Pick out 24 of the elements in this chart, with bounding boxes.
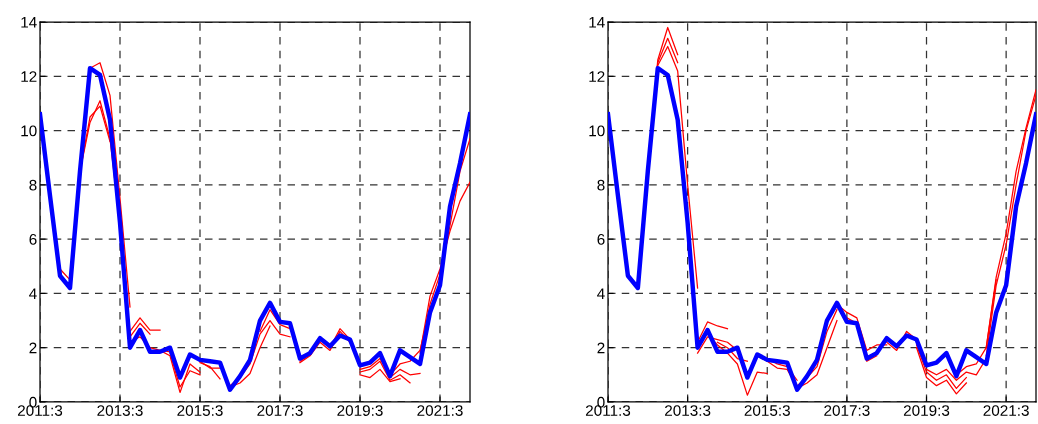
x-tick-label: 2013:3 <box>665 405 711 416</box>
x-tick-label: 2021:3 <box>417 405 463 416</box>
y-tick-label: 10 <box>589 125 605 137</box>
y-tick-label: 6 <box>29 234 37 245</box>
x-tick-label: 2015:3 <box>177 405 223 416</box>
x-tick-label: 2019:3 <box>903 405 950 416</box>
x-tick-label: 2021:3 <box>983 405 1029 416</box>
y-tick-label: 8 <box>29 179 37 191</box>
x-tick-label: 2015:3 <box>744 405 790 416</box>
y-tick-label: 12 <box>589 71 605 82</box>
y-tick-label: 6 <box>597 234 605 245</box>
y-tick-label: 4 <box>597 288 605 299</box>
y-tick-label: 14 <box>21 17 37 28</box>
x-tick-label: 2019:3 <box>337 405 383 416</box>
y-tick-label: 12 <box>21 71 37 82</box>
y-tick-label: 2 <box>29 342 37 354</box>
y-tick-label: 8 <box>597 179 605 191</box>
x-tick-label: 2013:3 <box>97 405 143 416</box>
y-tick-label: 2 <box>597 342 605 354</box>
y-tick-label: 14 <box>589 17 605 28</box>
x-tick-label: 2017:3 <box>257 405 303 416</box>
y-tick-label: 4 <box>29 288 37 299</box>
y-tick-label: 10 <box>21 125 37 137</box>
x-tick-label: 2017:3 <box>824 405 870 416</box>
